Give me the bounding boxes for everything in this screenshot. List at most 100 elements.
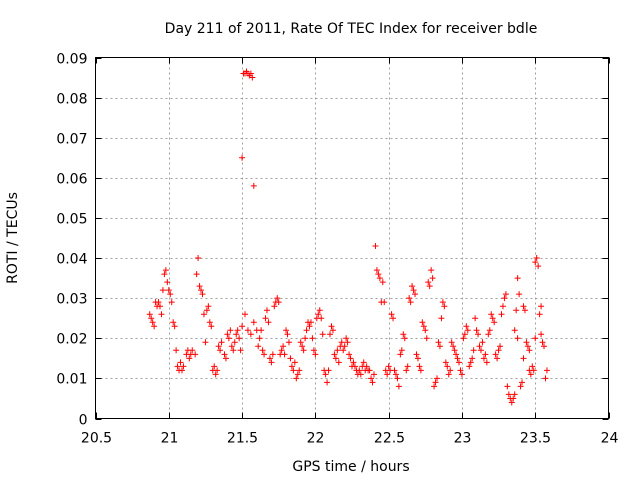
data-point [203,307,210,314]
data-point [483,359,490,366]
data-point [410,287,417,294]
data-point [189,347,196,354]
y-tick-label: 0.02 [56,332,87,348]
chart-title: Day 211 of 2011, Rate Of TEC Index for r… [165,21,538,37]
data-point [439,299,446,306]
data-point [526,347,533,354]
axis-ticks [95,57,610,420]
data-point [234,327,241,334]
data-point [428,267,435,274]
data-point [523,339,530,346]
data-point [350,359,357,366]
data-point [198,287,205,294]
data-point [265,319,272,326]
data-point [327,331,334,338]
data-point [173,347,180,354]
data-point [218,339,225,346]
data-point [231,339,238,346]
data-point [319,331,326,338]
data-point [341,343,348,350]
data-point [469,355,476,362]
data-point [391,367,398,374]
x-tick-label: 23 [454,431,472,447]
data-point [505,391,512,398]
data-point [284,331,291,338]
data-point [539,339,546,346]
data-point [161,271,168,278]
data-point [460,335,467,342]
data-point [533,255,540,262]
data-point [395,383,402,390]
data-point [151,323,158,330]
data-point [423,335,430,342]
data-point [366,367,373,374]
data-point [407,299,414,306]
data-point [441,303,448,310]
data-point [167,291,174,298]
data-point [491,319,498,326]
data-point [541,343,548,350]
data-point [513,307,520,314]
y-axis-tick-labels: 0 0.01 0.02 0.03 0.04 0.05 0.06 0.07 0.08 0.09 [56,52,87,429]
data-point [422,327,429,334]
data-point [259,347,266,354]
data-point [370,371,377,378]
data-point [431,383,438,390]
data-point [340,347,347,354]
data-point [164,279,171,286]
y-tick-label: 0.04 [56,252,87,268]
data-point [347,355,354,362]
data-point [517,383,524,390]
data-point [208,323,215,330]
data-point [508,399,515,406]
data-point [494,355,501,362]
data-point [274,295,281,302]
data-point [177,359,184,366]
data-point [329,327,336,334]
data-point [236,335,243,342]
data-point [335,359,342,366]
data-point [239,154,246,161]
data-point [379,279,386,286]
data-point [230,347,237,354]
data-point [401,335,408,342]
data-point [538,331,545,338]
data-point [520,303,527,310]
data-point [268,359,275,366]
data-point [309,335,316,342]
data-point [351,363,358,370]
data-point [394,375,401,382]
data-point [250,182,257,189]
data-point [510,395,517,402]
data-point [322,371,329,378]
data-point [444,363,451,370]
data-point [162,267,169,274]
data-point [501,295,508,302]
data-point [312,351,319,358]
data-point [498,311,505,318]
data-point [390,315,397,322]
data-point [250,319,257,326]
data-point [466,363,473,370]
data-point [519,379,526,386]
data-point [454,355,461,362]
data-point [269,351,276,358]
data-point [448,339,455,346]
data-point [180,363,187,370]
data-point [467,359,474,366]
data-point [237,347,244,354]
data-point [511,327,518,334]
data-point [266,355,273,362]
data-point [470,347,477,354]
data-point [328,323,335,330]
data-point [199,291,206,298]
data-point [489,315,496,322]
data-point [473,327,480,334]
data-point [406,295,413,302]
data-point [275,299,282,306]
data-point [516,291,523,298]
data-point [215,343,222,350]
data-point [280,343,287,350]
y-axis-title: ROTI / TECUs [5,192,21,284]
